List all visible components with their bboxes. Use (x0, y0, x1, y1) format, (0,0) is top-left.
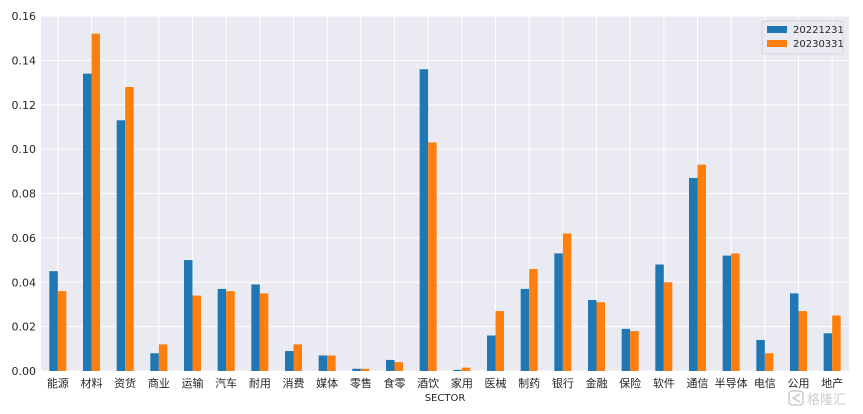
x-tick-label: 零售 (350, 376, 372, 390)
x-tick-label: 软件 (653, 376, 675, 390)
bar-series-1 (554, 253, 563, 371)
bar-series-2 (293, 344, 302, 371)
x-tick-label: 汽车 (215, 376, 237, 390)
x-tick-label: 保险 (619, 376, 641, 390)
bar-series-2 (192, 295, 201, 371)
ghx-logo-icon (788, 390, 804, 406)
bar-series-1 (150, 353, 159, 371)
x-tick-label: 电信 (754, 377, 776, 390)
bar-series-1 (318, 355, 328, 371)
bar-series-1 (621, 328, 631, 371)
x-tick-label: 媒体 (316, 376, 338, 390)
bar-series-1 (49, 271, 58, 371)
bar-series-2 (798, 311, 807, 371)
x-axis-ticks: 能源 材料 资货 商业 运输 汽车 耐用 消费 媒体 零售 食零 酒饮 家用 医械 制药 银行 金融 保险 软件 通信… (47, 376, 843, 390)
x-tick-label: 食零 (384, 376, 406, 390)
legend-label-series-2: 20230331 (793, 39, 844, 50)
x-tick-label: 公用 (788, 377, 810, 390)
bar-series-2 (57, 291, 67, 371)
bar-series-1 (386, 359, 395, 371)
bar-series-2 (764, 353, 774, 371)
legend-label-series-1: 20221231 (793, 25, 844, 36)
x-tick-label: 半导体 (715, 376, 748, 390)
bar-series-2 (327, 355, 336, 371)
x-tick-label: 能源 (47, 376, 69, 390)
y-axis-ticks: 0.00 0.02 0.04 0.06 0.08 0.10 0.12 0.14 0.16 (12, 10, 37, 378)
y-tick-label: 0.06 (12, 232, 37, 245)
bar-series-1 (251, 284, 260, 371)
ghx-logo-mark (791, 393, 801, 403)
y-tick-label: 0.16 (12, 10, 37, 23)
bar-series-2 (125, 87, 134, 371)
bar-series-1 (588, 300, 597, 371)
legend-swatch-series-2 (767, 40, 787, 47)
bar-series-1 (217, 288, 227, 371)
bar-series-2 (461, 367, 471, 371)
y-tick-label: 0.00 (12, 365, 37, 378)
bar-series-2 (731, 253, 740, 371)
bar-series-1 (756, 339, 765, 371)
x-axis-label: SECTOR (425, 393, 466, 404)
x-tick-label: 通信 (687, 377, 709, 390)
bar-series-1 (487, 335, 496, 371)
bar-series-2 (394, 362, 403, 371)
x-tick-label: 消费 (283, 376, 305, 390)
watermark: 格隆汇 (788, 390, 846, 408)
bar-series-1 (520, 288, 530, 371)
y-tick-label: 0.08 (12, 188, 37, 201)
bar-series-1 (689, 177, 698, 371)
y-tick-label: 0.14 (12, 54, 37, 67)
bar-series-1 (184, 260, 193, 371)
x-tick-label: 运输 (182, 376, 204, 390)
y-tick-label: 0.02 (12, 321, 37, 334)
x-tick-label: 酒饮 (417, 377, 439, 390)
bar-series-2 (259, 293, 269, 371)
watermark-text: 格隆汇 (807, 392, 846, 408)
bar-series-2 (360, 368, 370, 371)
bar-series-2 (158, 344, 168, 371)
legend: 20221231 20230331 (761, 20, 844, 55)
bar-series-1 (823, 333, 833, 371)
x-tick-label: 医械 (485, 376, 507, 390)
bar-series-1 (116, 120, 126, 371)
bar-series-1 (453, 369, 462, 371)
y-tick-label: 0.10 (12, 143, 37, 156)
bar-series-2 (630, 331, 639, 371)
bar-series-2 (529, 268, 538, 371)
legend-swatch-series-1 (767, 26, 787, 33)
bar-series-1 (285, 351, 294, 371)
bar-series-2 (663, 282, 673, 371)
bar-series-1 (352, 368, 361, 371)
bar-series-2 (91, 33, 100, 371)
x-tick-label: 材料 (81, 376, 103, 390)
bar-series-1 (722, 255, 732, 371)
x-tick-label: 资货 (114, 376, 136, 390)
bar-series-2 (495, 311, 504, 371)
bar-series-2 (428, 142, 437, 371)
x-tick-label: 家用 (451, 376, 473, 390)
bar-series-1 (655, 264, 664, 371)
x-tick-label: 金融 (586, 376, 608, 390)
x-tick-label: 耐用 (249, 377, 271, 390)
bar-series-1 (419, 69, 429, 371)
bar-series-1 (83, 73, 92, 371)
x-tick-label: 制药 (518, 377, 540, 390)
bar-series-2 (226, 291, 235, 371)
bar-series-2 (562, 233, 572, 371)
bar-series-2 (832, 315, 841, 371)
y-tick-label: 0.12 (12, 99, 37, 112)
bars (49, 33, 841, 371)
bar-series-2 (596, 302, 605, 371)
bar-series-2 (697, 164, 706, 371)
x-tick-label: 银行 (552, 376, 574, 390)
x-tick-label: 商业 (148, 376, 170, 390)
y-tick-label: 0.04 (12, 276, 37, 289)
x-tick-label: 地产 (821, 376, 843, 390)
bar-series-1 (790, 293, 799, 371)
